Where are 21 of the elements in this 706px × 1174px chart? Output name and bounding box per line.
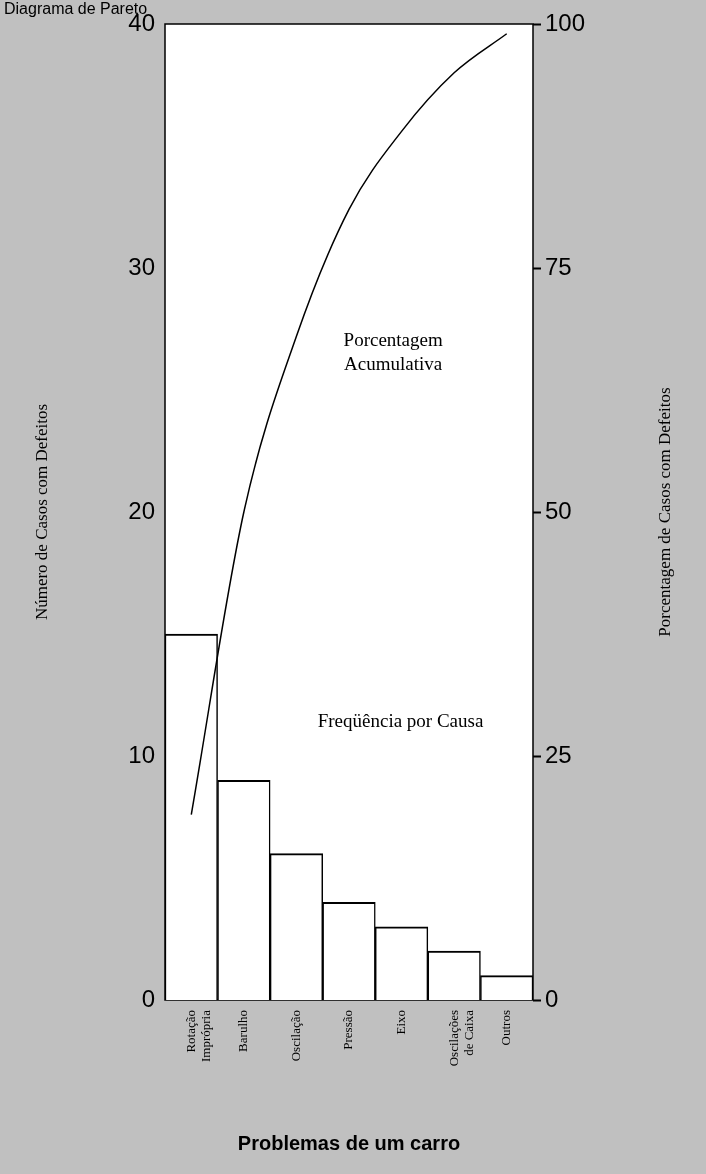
y2-tick-label: 0 [545,984,559,1012]
y-axis-title: Número de Casos com Defeitos [31,403,51,621]
x-tick-label: Barulho [235,1010,251,1052]
y-tick-label: 10 [128,740,155,768]
x-tick-label: Oscilações de Caixa [445,1009,477,1067]
y-tick-label: 0 [141,984,155,1012]
x-tick-label: Pressão [340,1010,356,1050]
x-tick-label: Oscilação [287,1010,303,1062]
y2-tick-label: 75 [545,252,572,280]
x-axis-title: Problemas de um carro [237,1131,461,1154]
y2-tick-label: 25 [545,740,572,768]
y-tick-label: 20 [128,496,155,524]
y2-tick-label: 50 [545,496,572,524]
annotation: Freqüência por Causa [317,709,484,731]
x-tick-label: Eixo [392,1010,408,1035]
y-tick-label: 30 [128,252,155,280]
x-tick-label: Rotação Imprópria [182,1009,214,1062]
y2-tick-label: 100 [545,8,586,36]
x-tick-label: Outros [498,1010,514,1046]
y2-axis-title: Porcentagem de Casos com Defeitos [655,387,675,637]
annotation: Porcentagem Acumulativa [343,329,443,375]
